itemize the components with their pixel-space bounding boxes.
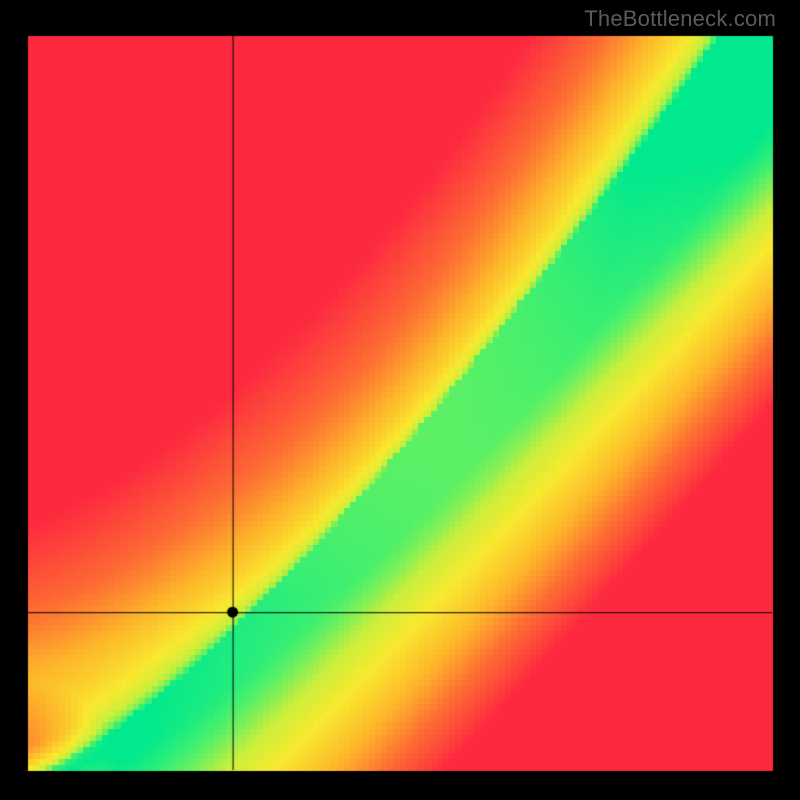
chart-container: TheBottleneck.com <box>0 0 800 800</box>
bottleneck-heatmap <box>0 0 800 800</box>
watermark-text: TheBottleneck.com <box>584 6 776 32</box>
